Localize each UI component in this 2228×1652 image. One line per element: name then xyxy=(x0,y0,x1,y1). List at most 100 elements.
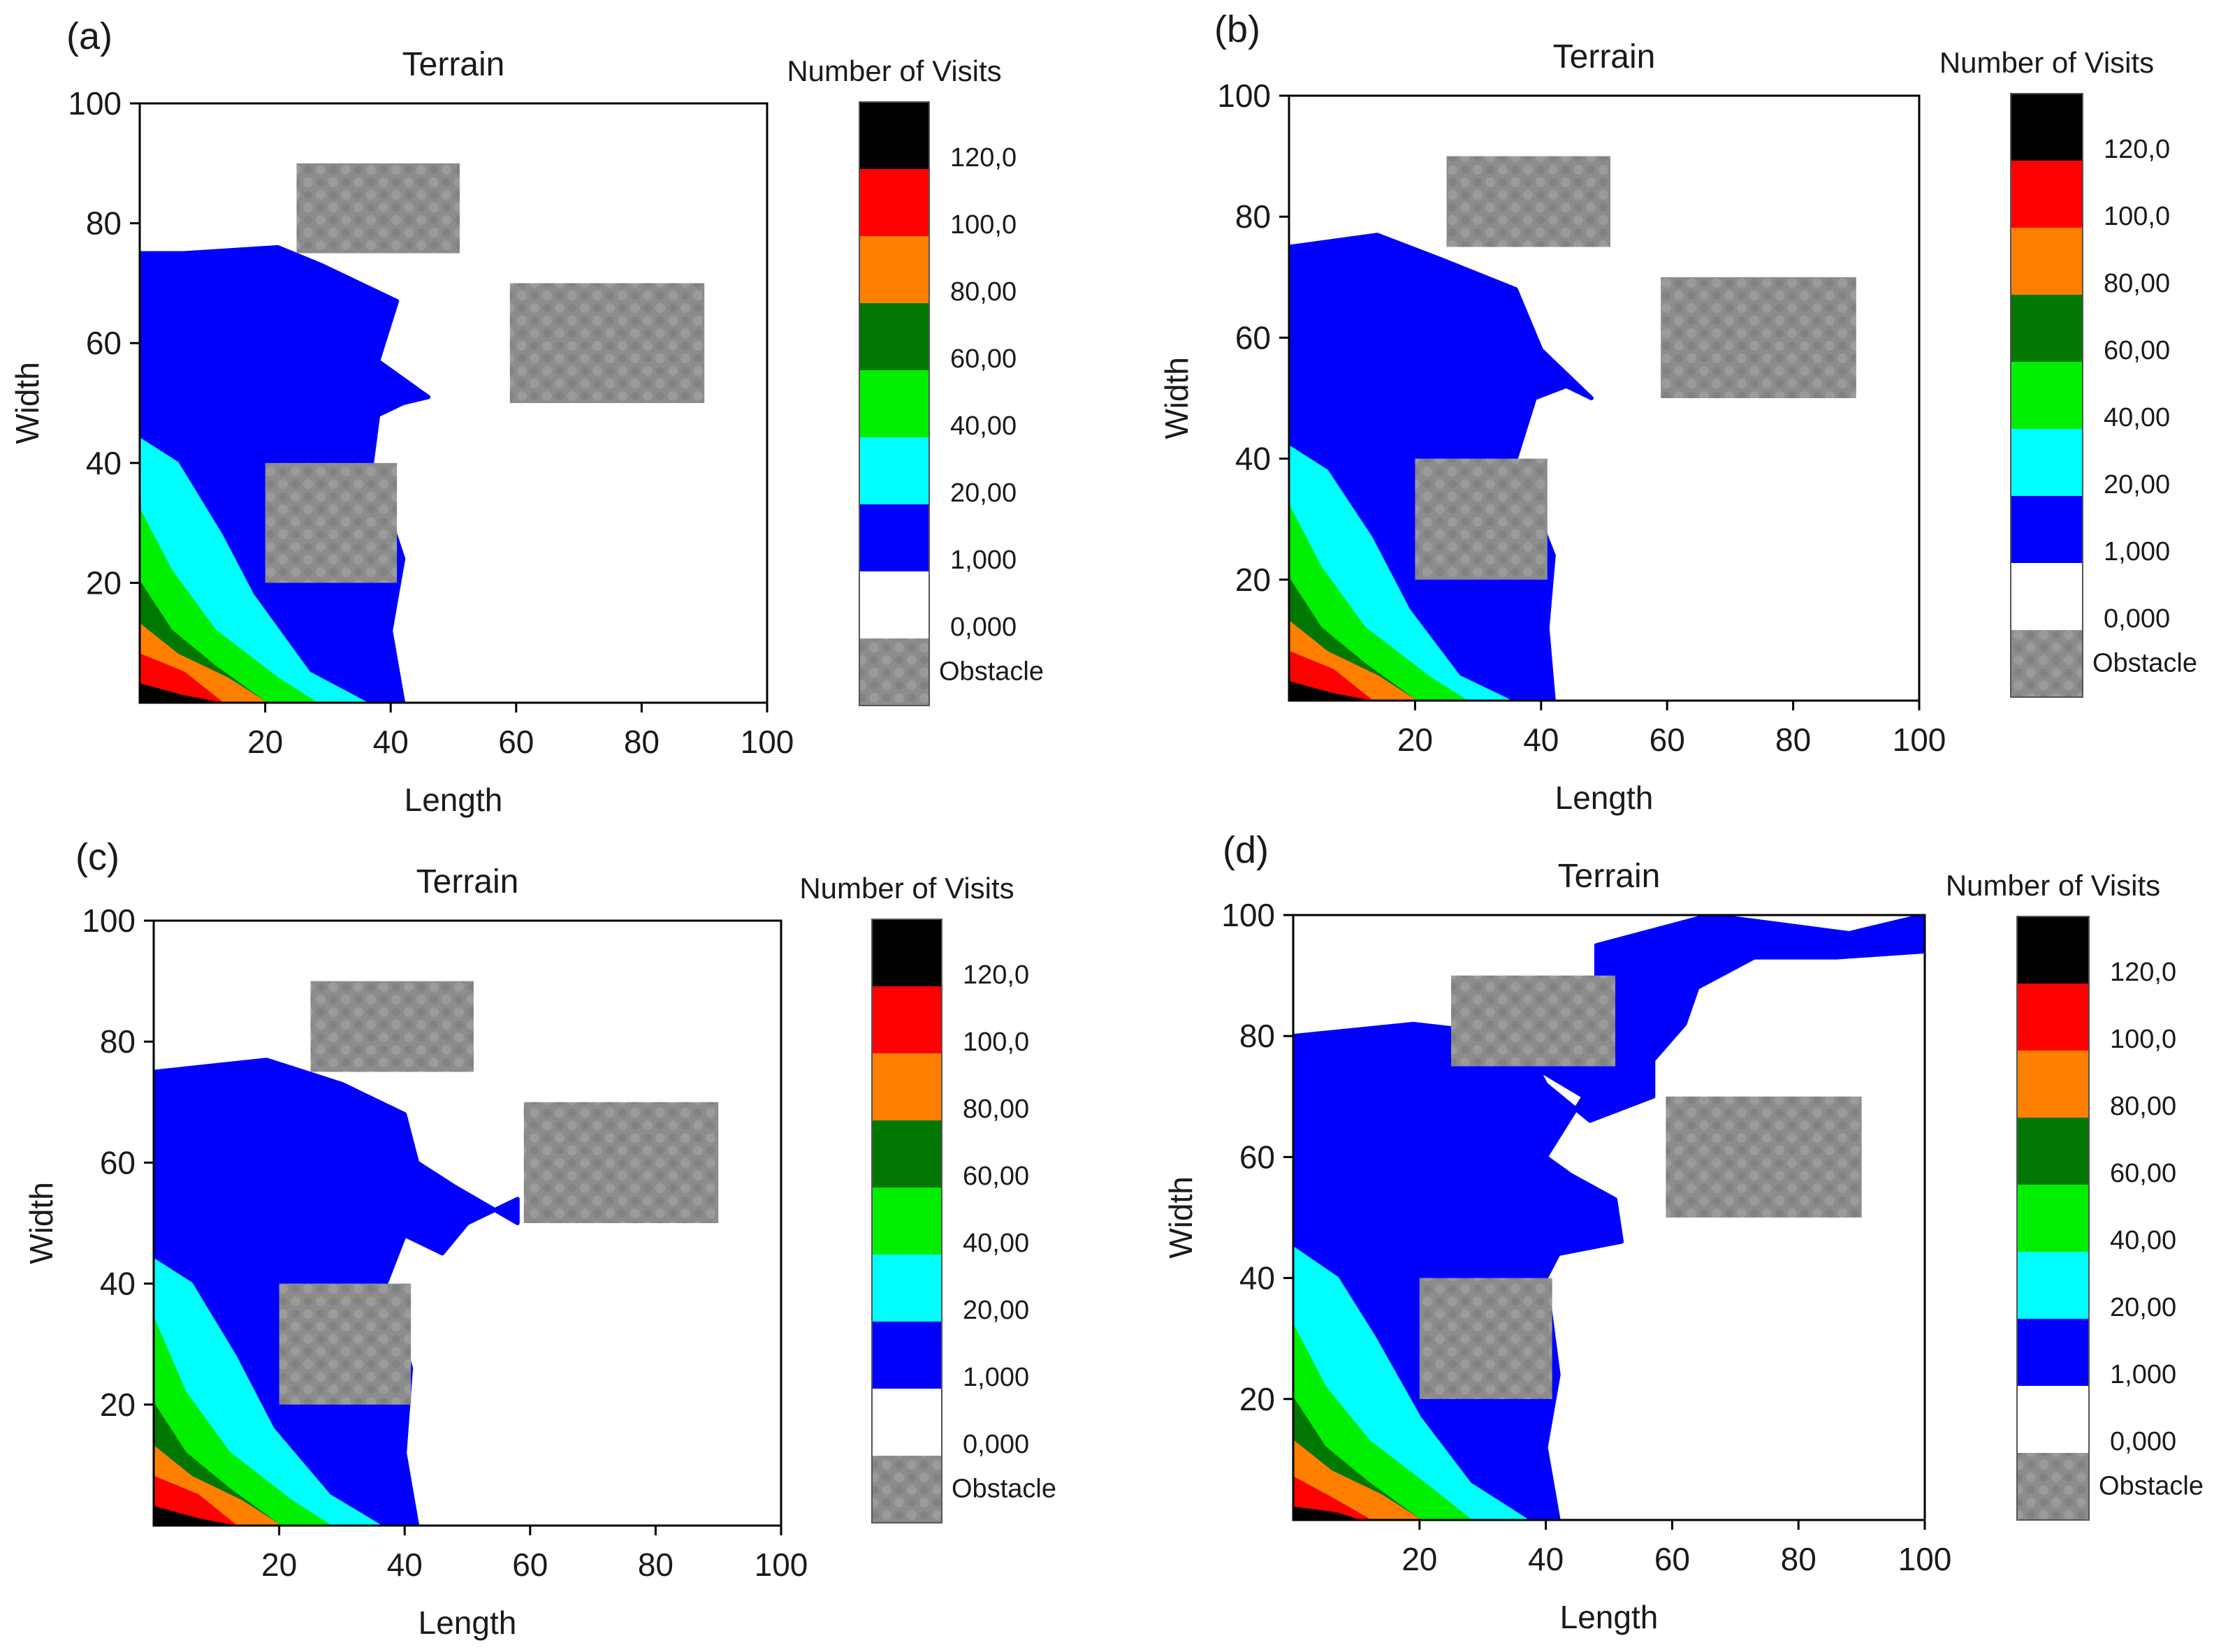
x-tick-label: 60 xyxy=(512,1547,548,1583)
y-tick-label: 100 xyxy=(82,902,136,939)
heatmap-layer xyxy=(1289,156,1856,701)
y-axis-label: Width xyxy=(9,362,45,444)
panel-label: (a) xyxy=(66,15,112,57)
colorbar-label: 60,00 xyxy=(963,1162,1029,1191)
colorbar-swatch-20-00 xyxy=(859,437,929,504)
colorbar-swatch-80-00 xyxy=(859,236,929,303)
colorbar-swatch-1-000 xyxy=(2017,1319,2089,1386)
colorbar-label: 60,00 xyxy=(950,344,1017,374)
colorbar-label: 120,0 xyxy=(950,143,1017,173)
x-tick-label: 100 xyxy=(741,724,794,760)
colorbar-swatch-obstacle xyxy=(2011,630,2083,697)
colorbar-label: 120,0 xyxy=(2104,135,2170,164)
colorbar-label: Obstacle xyxy=(2099,1472,2204,1501)
panel-c: (c) Terrain 20 20 40 40 60 60 80 80 100 100 Length Wi… xyxy=(23,836,1056,1641)
colorbar-swatch-0-000 xyxy=(859,571,929,638)
obstacle-1 xyxy=(296,163,460,254)
colorbar-label: 20,00 xyxy=(950,478,1017,508)
colorbar-swatch-40-00 xyxy=(859,370,929,437)
x-axis-label: Length xyxy=(405,782,503,818)
panel-a: (a) Terrain 20 20 40 40 60 60 80 80 100 100 Length Wi… xyxy=(9,15,1044,818)
colorbar-title: Number of Visits xyxy=(1939,46,2154,79)
colorbar-label: 80,00 xyxy=(2110,1092,2176,1121)
y-axis-label: Width xyxy=(23,1182,59,1264)
colorbar-swatch-0-000 xyxy=(2011,563,2083,630)
colorbar-swatch-0-000 xyxy=(2017,1386,2089,1453)
colorbar-label: 100,0 xyxy=(963,1028,1029,1057)
colorbar-title: Number of Visits xyxy=(1946,869,2160,902)
colorbar-label: 0,000 xyxy=(2104,604,2170,634)
colorbar-label: 100,0 xyxy=(950,210,1017,240)
colorbar-label: 1,000 xyxy=(950,546,1017,575)
obstacle-3 xyxy=(279,1283,412,1405)
y-tick-label: 20 xyxy=(86,564,122,601)
x-tick-label: 40 xyxy=(1528,1541,1564,1577)
plot-frame xyxy=(1292,914,1926,1521)
colorbar-swatch-80-00 xyxy=(2017,1051,2089,1118)
colorbar-swatch-obstacle xyxy=(872,1456,942,1523)
colorbar-label: 120,0 xyxy=(2110,958,2176,987)
plot-frame xyxy=(1288,94,1921,702)
colorbar-label: Obstacle xyxy=(2092,649,2197,678)
y-axis-label: Width xyxy=(1158,357,1195,439)
obstacle-2 xyxy=(523,1102,719,1223)
x-tick-label: 80 xyxy=(624,724,660,760)
y-tick-label: 20 xyxy=(100,1387,136,1423)
obstacle-2 xyxy=(509,283,705,403)
colorbar-swatch-obstacle xyxy=(859,638,929,706)
colorbar-label: 100,0 xyxy=(2110,1025,2176,1054)
x-tick-label: 100 xyxy=(1898,1541,1952,1577)
x-tick-label: 60 xyxy=(1654,1541,1690,1577)
colorbar-swatch-100-0 xyxy=(872,986,942,1053)
colorbar-label: 40,00 xyxy=(2104,403,2170,432)
panel-label: (b) xyxy=(1214,8,1260,50)
colorbar-swatch-0-000 xyxy=(872,1389,942,1456)
colorbar-swatch-60-00 xyxy=(2011,295,2083,362)
colorbar-swatch-40-00 xyxy=(2011,362,2083,429)
colorbar-label: 20,00 xyxy=(963,1296,1029,1325)
x-axis-label: Length xyxy=(418,1605,517,1641)
x-tick-label: 60 xyxy=(498,724,534,760)
obstacle-3 xyxy=(1415,458,1548,580)
x-tick-label: 40 xyxy=(1523,722,1559,758)
x-axis-label: Length xyxy=(1560,1599,1659,1635)
colorbar-swatch-40-00 xyxy=(2017,1185,2089,1252)
obstacle-2 xyxy=(1661,277,1856,398)
colorbar-swatch-1-000 xyxy=(859,504,929,571)
heatmap-layer xyxy=(140,163,705,703)
colorbar-label: 100,0 xyxy=(2104,202,2170,231)
colorbar-title: Number of Visits xyxy=(799,872,1014,905)
colorbar-swatch-100-0 xyxy=(859,169,929,236)
visits-region-120-0 xyxy=(140,683,217,703)
x-tick-label: 60 xyxy=(1650,722,1685,758)
obstacle-3 xyxy=(1419,1278,1552,1399)
colorbar-label: 1,000 xyxy=(2110,1360,2176,1389)
x-tick-label: 20 xyxy=(1397,722,1433,758)
obstacle-1 xyxy=(1446,156,1611,247)
panel-label: (c) xyxy=(75,836,119,878)
y-tick-label: 20 xyxy=(1235,562,1271,598)
colorbar-swatch-20-00 xyxy=(872,1255,942,1322)
y-tick-label: 80 xyxy=(1235,198,1271,235)
y-tick-label: 100 xyxy=(1217,78,1271,114)
x-tick-label: 80 xyxy=(638,1547,674,1583)
x-tick-label: 100 xyxy=(1893,722,1946,758)
y-tick-label: 60 xyxy=(100,1144,136,1180)
x-axis-label: Length xyxy=(1555,780,1654,816)
colorbar-label: 80,00 xyxy=(963,1095,1029,1124)
colorbar-label: 20,00 xyxy=(2104,470,2170,499)
colorbar-frame xyxy=(859,101,930,706)
colorbar-frame xyxy=(2016,916,2090,1521)
colorbar: Number of Visits 120,0 100,0 80,00 60,00 40,0… xyxy=(787,54,1044,706)
chart-title: Terrain xyxy=(402,46,505,83)
colorbar-label: 0,000 xyxy=(963,1430,1029,1459)
colorbar-label: 40,00 xyxy=(950,411,1017,441)
y-tick-label: 60 xyxy=(1235,319,1271,356)
colorbar-swatch-40-00 xyxy=(872,1187,942,1255)
colorbar-label: 60,00 xyxy=(2110,1159,2176,1188)
colorbar-swatch-120-0 xyxy=(2011,94,2083,161)
colorbar-frame xyxy=(871,919,942,1523)
y-tick-label: 40 xyxy=(1239,1260,1275,1296)
colorbar-label: 0,000 xyxy=(950,613,1017,642)
colorbar-label: 120,0 xyxy=(963,960,1029,990)
